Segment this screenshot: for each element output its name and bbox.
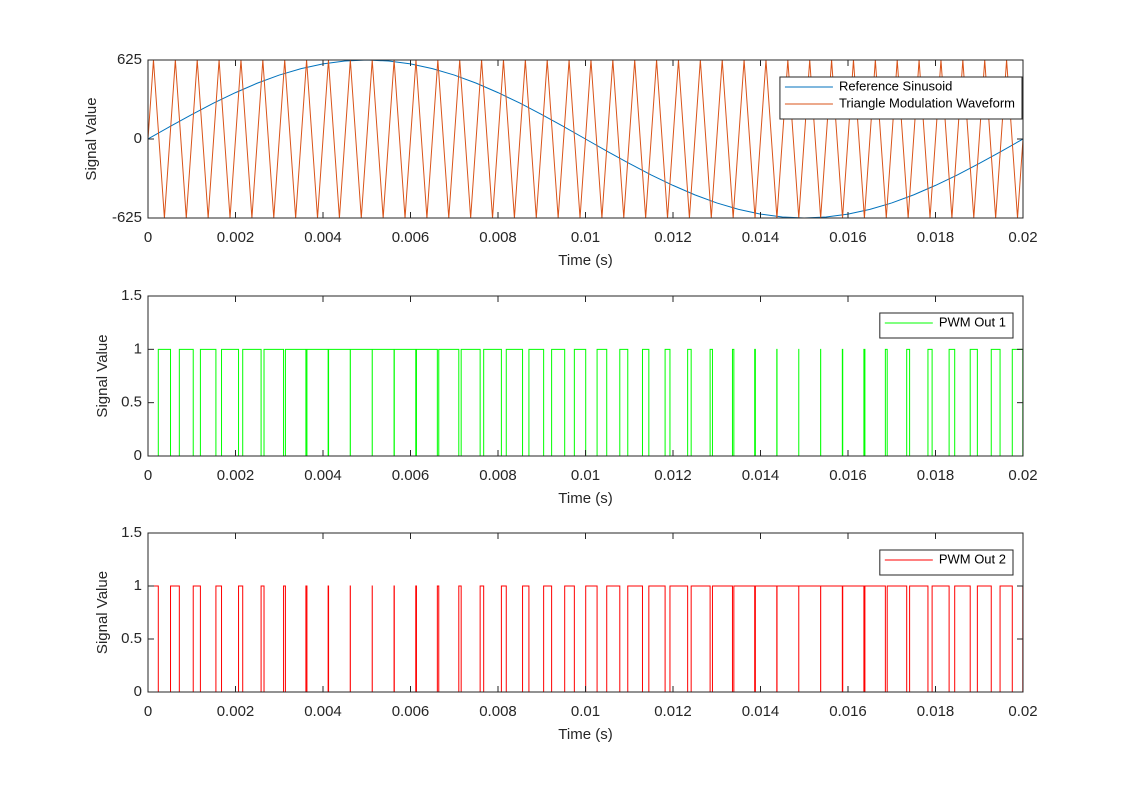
x-tick-label: 0.012 [654, 703, 692, 720]
x-tick-label: 0.018 [917, 229, 955, 246]
y-tick-label: 0 [134, 447, 142, 464]
x-tick-label: 0.01 [571, 229, 600, 246]
axes: 0 0.5 1 1.5 0 0.002 0.004 0.006 0.008 0.01 0.012 0.… [94, 524, 1038, 743]
legend-box [879, 549, 1014, 576]
x-tick-label: 0.016 [829, 467, 867, 484]
y-tick-label: 0 [134, 683, 142, 700]
x-tick-label: 0.002 [217, 703, 255, 720]
y-tick-label: 1 [134, 577, 142, 594]
x-tick-label: 0.002 [217, 229, 255, 246]
legend: PWM Out 1 [879, 312, 1014, 339]
x-tick-label: 0.02 [1008, 229, 1037, 246]
x-tick-label: 0.016 [829, 703, 867, 720]
x-tick-label: 0.006 [392, 703, 430, 720]
x-tick-label: 0.006 [392, 467, 430, 484]
x-tick-label: 0.01 [571, 703, 600, 720]
legend-label: PWM Out 1 [939, 314, 1006, 329]
x-axis-label: Time (s) [558, 726, 612, 743]
y-tick-label: 0.5 [121, 630, 142, 647]
legend: Reference Sinusoid Triangle Modulation Wa… [779, 76, 1023, 120]
x-tick-label: 0.006 [392, 229, 430, 246]
x-tick-label: 0.012 [654, 229, 692, 246]
x-tick-label: 0.008 [479, 229, 517, 246]
x-tick-label: 0 [144, 703, 152, 720]
y-tick-label: 1 [134, 340, 142, 357]
x-tick-label: 0.014 [742, 703, 780, 720]
x-tick-label: 0.012 [654, 467, 692, 484]
x-tick-label: 0.01 [571, 467, 600, 484]
y-tick-label: 0 [134, 130, 142, 147]
legend: PWM Out 2 [879, 549, 1014, 576]
y-axis-label: Signal Value [94, 571, 111, 654]
x-tick-label: 0 [144, 229, 152, 246]
x-tick-label: 0.002 [217, 467, 255, 484]
y-axis-label: Signal Value [94, 334, 111, 417]
legend-label: PWM Out 2 [939, 551, 1006, 566]
legend-box [879, 312, 1014, 339]
x-tick-label: 0 [144, 467, 152, 484]
series-line [148, 59, 1023, 219]
x-tick-label: 0.018 [917, 703, 955, 720]
y-tick-label: 1.5 [121, 287, 142, 304]
legend-label: Reference Sinusoid [839, 78, 952, 93]
x-tick-label: 0.004 [304, 703, 342, 720]
x-tick-label: 0.014 [742, 229, 780, 246]
x-tick-label: 0.008 [479, 703, 517, 720]
y-axis-label: Signal Value [83, 97, 100, 180]
axes: 0 0.5 1 1.5 0 0.002 0.004 0.006 0.008 0.01 0.012 0.… [94, 287, 1038, 507]
x-axis-label: Time (s) [558, 252, 612, 269]
x-tick-label: 0.018 [917, 467, 955, 484]
x-tick-label: 0.008 [479, 467, 517, 484]
x-tick-label: 0.004 [304, 229, 342, 246]
y-tick-label: 1.5 [121, 524, 142, 541]
y-tick-label: -625 [112, 209, 142, 226]
x-tick-label: 0.016 [829, 229, 867, 246]
x-tick-label: 0.02 [1008, 703, 1037, 720]
legend-box [779, 76, 1023, 120]
x-axis-label: Time (s) [558, 490, 612, 507]
y-tick-label: 0.5 [121, 394, 142, 411]
legend-label: Triangle Modulation Waveform [839, 95, 1015, 110]
y-tick-label: 625 [117, 51, 142, 68]
x-tick-label: 0.004 [304, 467, 342, 484]
x-tick-label: 0.02 [1008, 467, 1037, 484]
x-tick-label: 0.014 [742, 467, 780, 484]
